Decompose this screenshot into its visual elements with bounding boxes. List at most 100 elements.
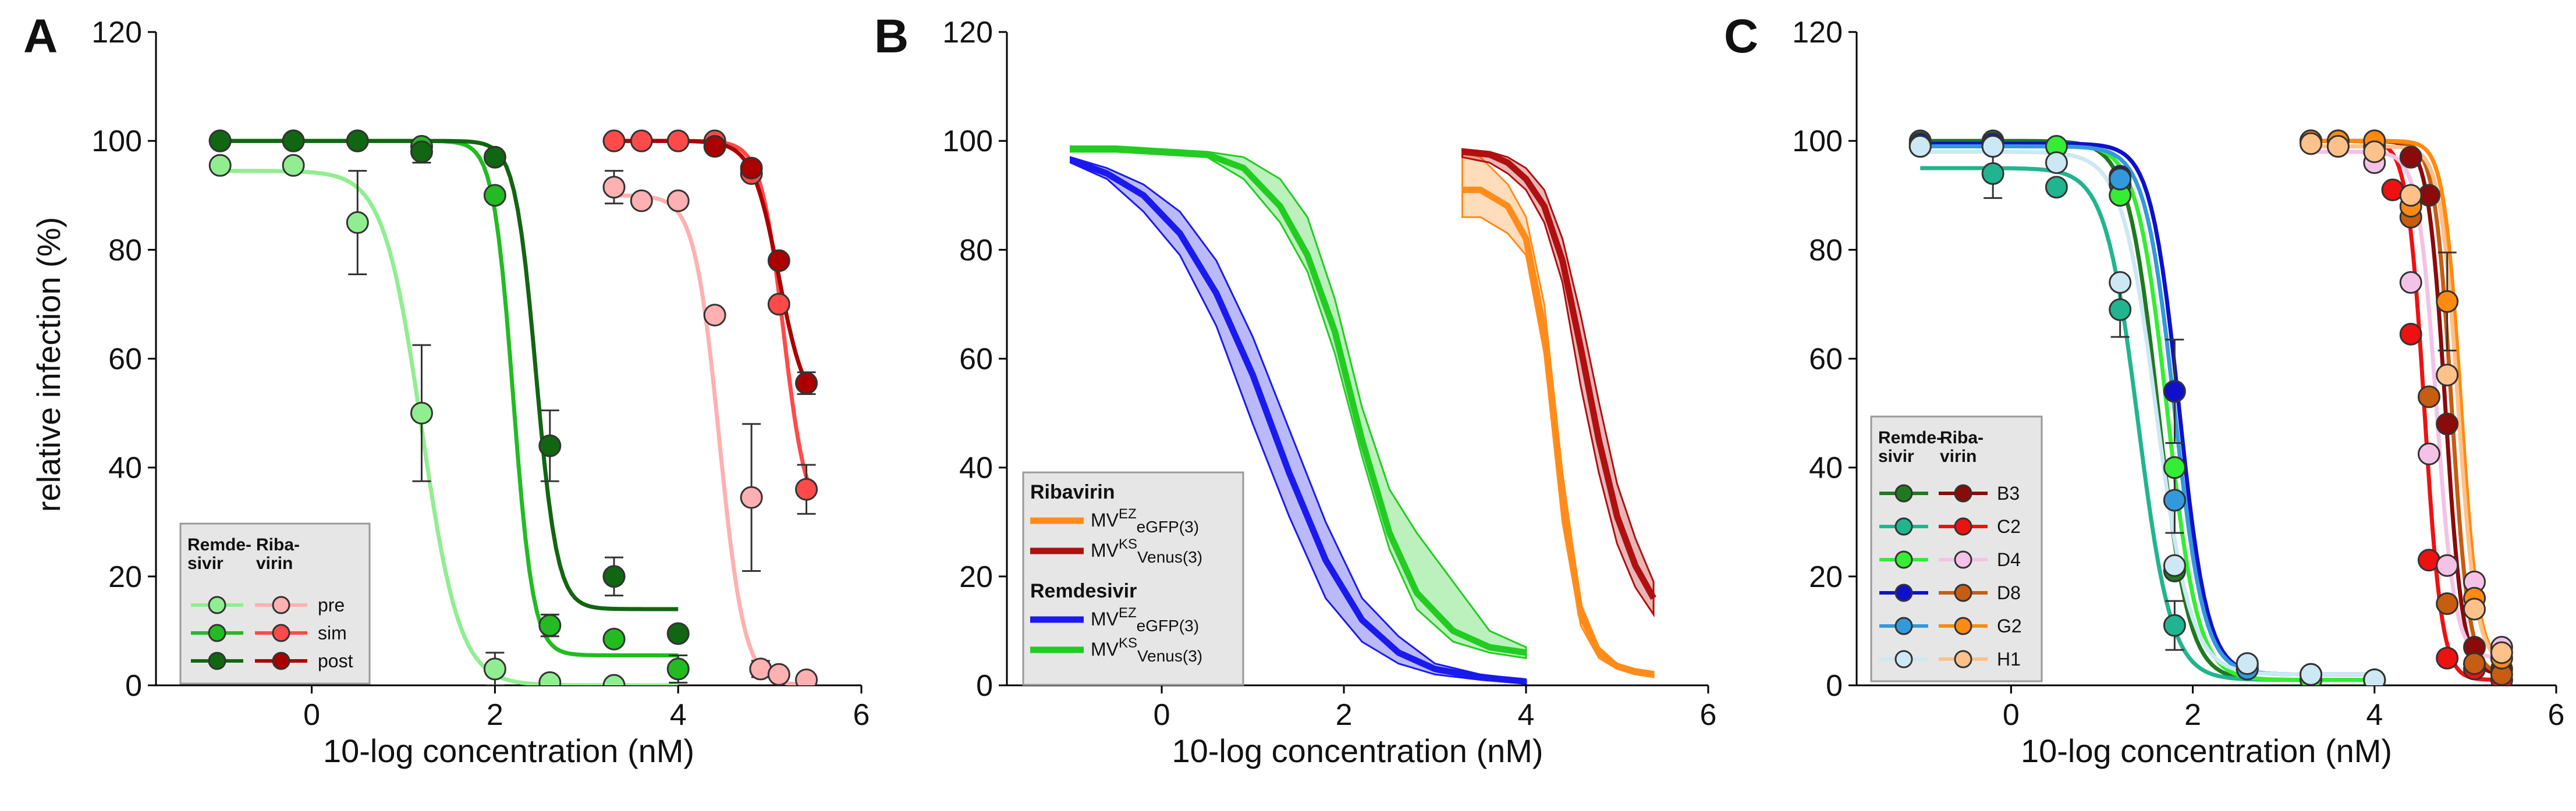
data-point (2163, 456, 2186, 479)
y-tick-label: 80 (959, 233, 993, 267)
plot-area (1069, 145, 1656, 685)
y-tick-label: 0 (1826, 669, 1843, 703)
data-point (795, 668, 818, 685)
data-point (2463, 652, 2486, 675)
data-point (740, 156, 763, 180)
data-point (2490, 641, 2513, 664)
legend-box (1870, 415, 2043, 682)
panel-a: A 0 20 40 60 80 100 120 0 2 4 6 10-log concentration… (23, 10, 870, 769)
legend-marker (1894, 484, 1913, 503)
x-tick-label: 2 (1336, 698, 1353, 732)
panel-c: C 0 20 40 60 80 100 120 0 2 4 6 10-log concentration… (1724, 10, 2564, 769)
data-point (208, 129, 232, 152)
data-point (538, 671, 562, 685)
series-line (1461, 148, 1656, 600)
x-tick-label: 0 (303, 698, 320, 732)
data-point (2463, 597, 2486, 621)
x-tick-label: 0 (1154, 698, 1170, 732)
y-tick-label: 60 (108, 343, 142, 376)
legend-label: G2 (1997, 616, 2022, 636)
data-point (2417, 385, 2440, 408)
y-tick-label: 100 (1792, 125, 1843, 158)
legend-label: D4 (1997, 549, 2021, 570)
legend-header: Riba- (256, 535, 300, 554)
x-axis-label: 10-log concentration (nM) (1172, 732, 1543, 769)
legend-header: Remde- (187, 535, 251, 554)
legend: Remde-sivir Riba-virin B3 C2 D4 D8 G2 H1 (1870, 415, 2043, 682)
data-point (2363, 668, 2386, 685)
data-point (2109, 271, 2132, 294)
y-tick-label: 20 (959, 560, 993, 594)
data-point (2326, 135, 2350, 158)
data-point (2436, 646, 2459, 670)
data-point (666, 129, 690, 152)
data-point (2399, 322, 2422, 346)
y-tick-label: 60 (1809, 343, 1843, 376)
data-point (666, 189, 690, 212)
legend-header: sivir (1878, 447, 1914, 466)
legend-group-title: Remdesivir (1030, 580, 1137, 602)
legend-marker (272, 624, 290, 642)
y-tick-label: 20 (1809, 560, 1843, 594)
series-line (1070, 145, 1527, 656)
data-point (538, 434, 562, 457)
legend-label: post (318, 650, 353, 671)
data-point (2163, 380, 2186, 403)
data-point (2236, 652, 2259, 675)
data-point (767, 663, 790, 685)
legend-label: H1 (1997, 649, 2021, 670)
legend: RibavirinMVEZeGFP(3)MVKSVenus(3)Remdesiv… (1022, 471, 1244, 686)
data-point (630, 129, 653, 152)
data-point (740, 486, 763, 509)
legend-header: Riba- (1940, 428, 1984, 447)
legend-header: virin (256, 554, 293, 573)
x-tick-label: 2 (487, 698, 503, 732)
legend-marker (1954, 517, 1972, 536)
data-point (2436, 412, 2459, 436)
x-tick-label: 6 (2548, 698, 2565, 732)
legend-label: pre (318, 595, 345, 616)
data-point (602, 674, 626, 685)
data-point (483, 184, 506, 207)
data-point (208, 154, 232, 177)
x-tick-label: 6 (1700, 698, 1717, 732)
data-point (602, 129, 626, 152)
data-point (2300, 663, 2323, 685)
error-band (1461, 148, 1655, 618)
data-point (602, 627, 626, 650)
data-point (1981, 135, 2004, 158)
panel-b: B 0 20 40 60 80 100 120 0 2 4 6 10-log concentration… (874, 10, 1716, 769)
error-band (1070, 145, 1527, 659)
legend-marker (1894, 517, 1913, 536)
error-band (1070, 156, 1527, 685)
legend-header: virin (1940, 447, 1977, 466)
legend-label: MVEZeGFP(3) (1091, 605, 1199, 635)
legend-marker (1954, 484, 1972, 503)
legend-label: MVEZeGFP(3) (1091, 506, 1199, 536)
data-point (703, 135, 726, 158)
x-tick-label: 4 (1518, 698, 1535, 732)
data-point (795, 372, 818, 395)
legend-marker (1954, 584, 1972, 602)
series-line (1462, 186, 1654, 678)
y-tick-label: 20 (108, 560, 142, 594)
data-point (767, 293, 790, 316)
data-point (666, 657, 690, 681)
data-point (538, 614, 562, 637)
panel-letter: A (23, 10, 58, 63)
legend-label: MVKSVenus(3) (1091, 635, 1202, 665)
plot-area (208, 129, 818, 685)
data-point (1981, 162, 2004, 185)
y-tick-label: 40 (108, 451, 142, 485)
x-axis-label: 10-log concentration (nM) (323, 732, 694, 769)
y-axis-label: relative infection (%) (30, 217, 67, 512)
panel-letter: C (1724, 10, 1758, 63)
legend-marker (208, 624, 226, 642)
data-point (2163, 554, 2186, 577)
data-point (2109, 298, 2132, 321)
y-tick-label: 80 (1809, 233, 1843, 267)
legend-marker (208, 652, 226, 670)
data-point (2163, 614, 2186, 637)
legend-marker (272, 652, 290, 670)
